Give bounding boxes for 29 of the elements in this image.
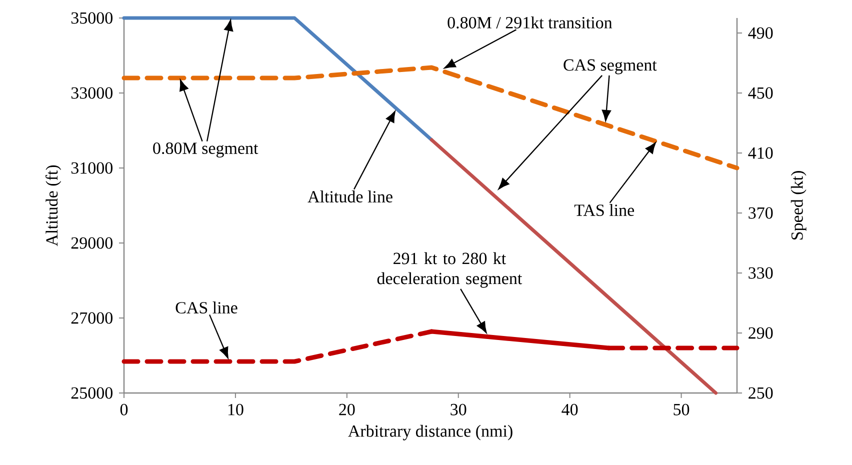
annotation: 0.80M / 291kt transition [448, 16, 612, 29]
y2-tick-label: 370 [748, 207, 773, 219]
x-axis-title: Arbitrary distance (nmi) [348, 424, 512, 440]
y2-tick-label: 410 [748, 147, 773, 159]
y2-tick-label: 490 [748, 27, 773, 39]
y2-tick-label: 290 [748, 327, 773, 339]
annotation: CAS line [176, 302, 238, 314]
y2-tick-label: 450 [748, 87, 773, 99]
x-tick-label: 40 [562, 404, 578, 416]
y2-axis-title: Speed (kt) [790, 171, 806, 240]
x-tick-label: 30 [450, 404, 466, 416]
annotation: 0.80M segment [153, 142, 258, 158]
annotation: Altitude line [308, 190, 392, 202]
annotation: TAS line [574, 204, 634, 216]
x-tick-label: 50 [674, 404, 690, 416]
y2-tick-label: 250 [748, 387, 773, 399]
x-tick-label: 20 [339, 404, 355, 416]
x-tick-label: 10 [228, 404, 244, 416]
y-tick-label: 25000 [71, 387, 112, 399]
annotation: CAS segment [564, 59, 657, 74]
y-tick-label: 29000 [71, 237, 112, 249]
y-axis-title: Altitude (ft) [46, 165, 62, 246]
annotation: 291 kt to 280 kt deceleration segment [377, 252, 522, 288]
y-tick-label: 33000 [71, 87, 112, 99]
x-tick-label: 0 [120, 404, 128, 416]
y2-tick-label: 330 [748, 267, 773, 279]
y-tick-label: 31000 [71, 162, 112, 174]
y-tick-label: 35000 [71, 12, 112, 24]
y-tick-label: 27000 [71, 312, 112, 324]
